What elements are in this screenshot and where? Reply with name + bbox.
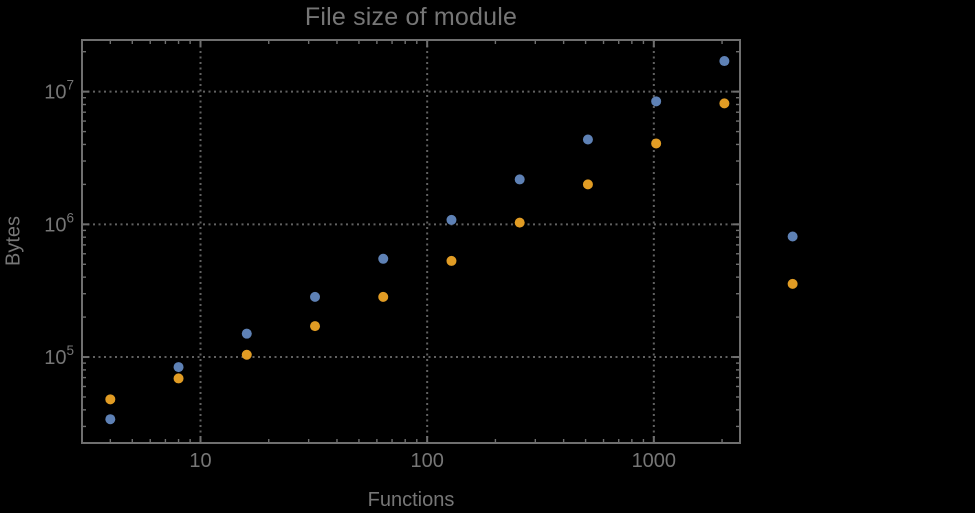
plot-frame <box>81 39 741 444</box>
x-axis-label: Functions <box>367 489 455 511</box>
x-tick-label: 10 <box>189 450 211 472</box>
data-point-orange-series <box>105 394 116 405</box>
data-point-orange-series <box>514 217 525 228</box>
data-point-orange-series <box>446 255 457 266</box>
data-point-blue-series <box>719 56 730 67</box>
data-point-orange-series <box>651 138 662 149</box>
x-tick-label: 100 <box>410 450 443 472</box>
data-point-blue-series <box>310 291 321 302</box>
data-point-blue-series <box>241 328 252 339</box>
data-point-blue-series <box>378 253 389 264</box>
y-tick-label: 106 <box>44 210 74 236</box>
data-point-blue-series <box>446 214 457 225</box>
y-tick-label: 107 <box>44 78 74 104</box>
data-point-orange-series <box>719 98 730 109</box>
data-point-orange-series <box>173 373 184 384</box>
chart-title: File size of module <box>304 3 518 31</box>
data-point-blue-series <box>582 134 593 145</box>
data-point-blue-series <box>105 414 116 425</box>
data-point-blue-series <box>787 231 798 242</box>
data-point-orange-series <box>787 278 798 289</box>
data-point-blue-series <box>514 174 525 185</box>
data-point-blue-series <box>173 362 184 373</box>
data-point-orange-series <box>310 321 321 332</box>
y-axis-label: Bytes <box>2 215 25 267</box>
data-point-blue-series <box>651 96 662 107</box>
x-tick-label: 1000 <box>632 450 677 472</box>
y-tick-label: 105 <box>44 343 74 369</box>
data-point-orange-series <box>582 179 593 190</box>
data-point-orange-series <box>241 349 252 360</box>
data-point-orange-series <box>378 291 389 302</box>
